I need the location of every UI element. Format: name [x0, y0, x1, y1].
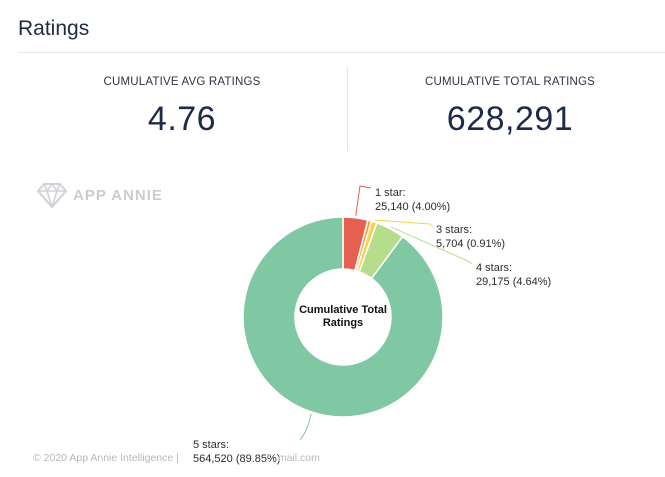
total-ratings-value: 628,291	[446, 100, 574, 138]
avg-ratings-label: CUMULATIVE AVG RATINGS	[103, 76, 261, 88]
leader-line-5-star	[299, 413, 312, 441]
slice-label-1-star: 1 star:	[375, 187, 406, 199]
stats-divider	[347, 67, 348, 151]
slice-value-5-star: 564,520 (89.85%)	[193, 453, 280, 465]
total-ratings-label: CUMULATIVE TOTAL RATINGS	[424, 76, 596, 88]
slice-label-5-star: 5 stars:	[193, 439, 229, 451]
leader-line-4-star	[390, 226, 473, 265]
avg-ratings-value: 4.76	[147, 100, 217, 138]
slice-label-4-star: 4 stars:	[476, 262, 512, 274]
leader-line-1-star	[355, 185, 372, 216]
leader-line-3-star	[374, 219, 433, 227]
slice-value-3-star: 5,704 (0.91%)	[436, 238, 505, 250]
diamond-logo-icon	[37, 182, 67, 208]
slice-value-1-star: 25,140 (4.00%)	[375, 201, 450, 213]
app-annie-watermark: APP ANNIE	[37, 182, 163, 208]
center-label-line1: Cumulative Total	[299, 304, 387, 316]
copyright-tail: mail.com	[277, 452, 320, 464]
center-label-line2: Ratings	[323, 317, 363, 329]
slice-value-4-star: 29,175 (4.64%)	[476, 276, 551, 288]
copyright-main: © 2020 App Annie Intelligence |	[33, 452, 182, 464]
title-divider	[18, 52, 665, 53]
slice-label-3-star: 3 stars:	[436, 224, 472, 236]
section-title: Ratings	[18, 17, 90, 40]
slice-5-star[interactable]	[242, 216, 444, 418]
watermark-text: APP ANNIE	[73, 186, 163, 204]
copyright-text: © 2020 App Annie Intelligence | mail.com	[33, 452, 320, 464]
